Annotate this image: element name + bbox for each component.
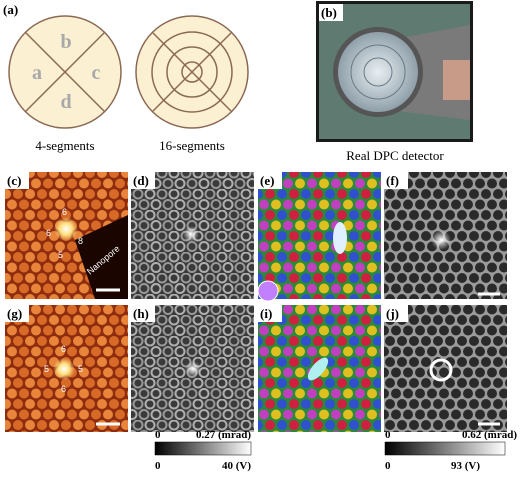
- ring-number: 5: [78, 364, 83, 374]
- colorbar-label: 0: [155, 429, 161, 441]
- ring-number: 6: [46, 228, 51, 238]
- colorbar: [154, 441, 506, 456]
- segment-label: c: [92, 62, 101, 84]
- four-segment-detector: [8, 15, 122, 129]
- colorbar-label: 40 (V): [222, 460, 251, 472]
- panel-label: (b): [321, 5, 337, 20]
- ring-number: 6: [61, 344, 66, 354]
- colorbar-label: 0: [385, 460, 391, 472]
- segment-label: d: [60, 91, 71, 113]
- panel-label: (j): [386, 306, 399, 321]
- colorbar-label: 0: [155, 460, 161, 472]
- sixteen-segment-detector: [135, 15, 249, 129]
- segment-label: b: [60, 31, 71, 53]
- panel-label: (i): [260, 306, 272, 321]
- label-box: [319, 4, 343, 21]
- caption: 16-segments: [159, 138, 225, 153]
- ring-number: 8: [78, 236, 83, 246]
- panel-label: (c): [7, 173, 21, 188]
- colorbar-label: 0.62 (mrad): [462, 429, 517, 441]
- colorbar-label: 0.27 (mrad): [196, 429, 251, 441]
- colorbar-label: 93 (V): [451, 460, 480, 472]
- detector-photo: [316, 1, 473, 142]
- colorbar-label: 0: [385, 429, 391, 441]
- panel-label-boxes: [5, 172, 408, 322]
- ring-number: 5: [58, 250, 63, 260]
- segment-label: a: [32, 62, 42, 84]
- image-grid: [5, 172, 507, 432]
- panel-label: (g): [7, 306, 22, 321]
- panel-label: (a): [3, 2, 18, 17]
- ring-number: 5: [44, 364, 49, 374]
- panel-label: (h): [133, 306, 149, 321]
- ring-number: 6: [62, 207, 67, 217]
- panel-label: (f): [386, 173, 399, 188]
- panel-label: (d): [133, 173, 149, 188]
- panel-label: (e): [260, 173, 274, 188]
- caption: Real DPC detector: [346, 148, 444, 163]
- ring-number: 6: [61, 384, 66, 394]
- caption: 4-segments: [35, 138, 94, 153]
